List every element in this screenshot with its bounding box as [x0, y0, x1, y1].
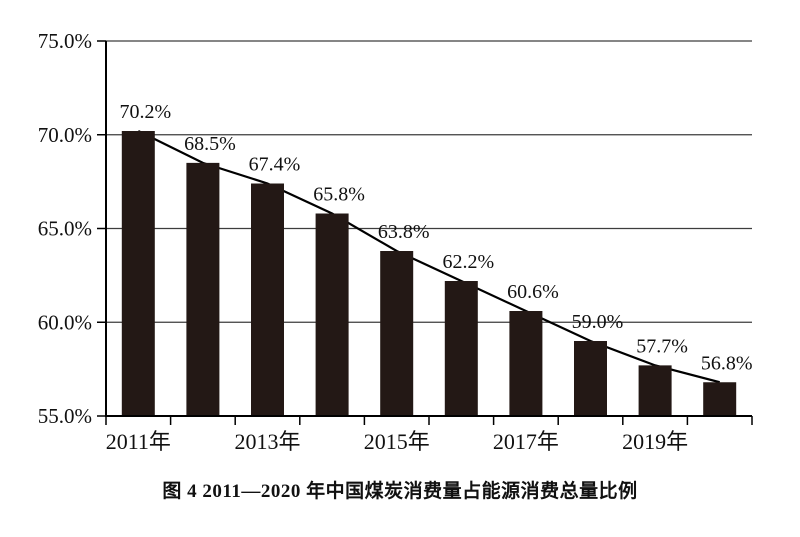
chart-canvas: 55.0% 60.0% 65.0% 70.0% 75.0% 2011年 2013年 2015年… — [38, 29, 753, 454]
bar-value-label: 62.2% — [442, 251, 494, 273]
x-axis-label: 2015年 — [364, 429, 430, 454]
bar-2015年 — [380, 251, 414, 416]
trend-line — [137, 130, 720, 384]
x-axis-label: 2017年 — [493, 429, 559, 454]
bar-2017年 — [509, 311, 543, 416]
bar-value-label: 67.4% — [249, 154, 301, 176]
bar-value-label: 68.5% — [184, 133, 236, 155]
bar-value-label: 56.8% — [701, 352, 753, 374]
bar-2013年 — [251, 183, 284, 416]
y-axis-label: 65.0% — [38, 217, 92, 241]
bar-2020年 — [703, 382, 737, 416]
bar-value-label: 70.2% — [119, 101, 171, 123]
bar-2018年 — [574, 341, 607, 416]
y-axis-label: 75.0% — [38, 29, 92, 53]
bar-value-label: 65.8% — [313, 184, 365, 206]
bar-value-label: 57.7% — [636, 335, 688, 357]
bar-2016年 — [444, 281, 478, 416]
coal-share-bar-chart: 55.0% 60.0% 65.0% 70.0% 75.0% 2011年 2013年 2015年… — [38, 29, 753, 454]
bar-2012年 — [186, 162, 220, 416]
bar-value-label: 60.6% — [507, 281, 559, 303]
y-axis-label: 60.0% — [38, 310, 92, 334]
bar-value-label: 59.0% — [572, 311, 624, 333]
figure-caption: 图 4 2011—2020 年中国煤炭消费量占能源消费总量比例 — [162, 481, 638, 502]
x-axis-label: 2011年 — [106, 429, 171, 454]
x-axis-label: 2019年 — [622, 429, 688, 454]
bar-value-label: 63.8% — [378, 221, 430, 243]
bar-2011年 — [121, 131, 155, 416]
x-axis-label: 2013年 — [234, 429, 300, 454]
y-axis-label: 55.0% — [38, 404, 92, 428]
bar-2019年 — [638, 365, 672, 416]
bar-2014年 — [315, 213, 349, 416]
y-axis-label: 70.0% — [38, 123, 92, 147]
